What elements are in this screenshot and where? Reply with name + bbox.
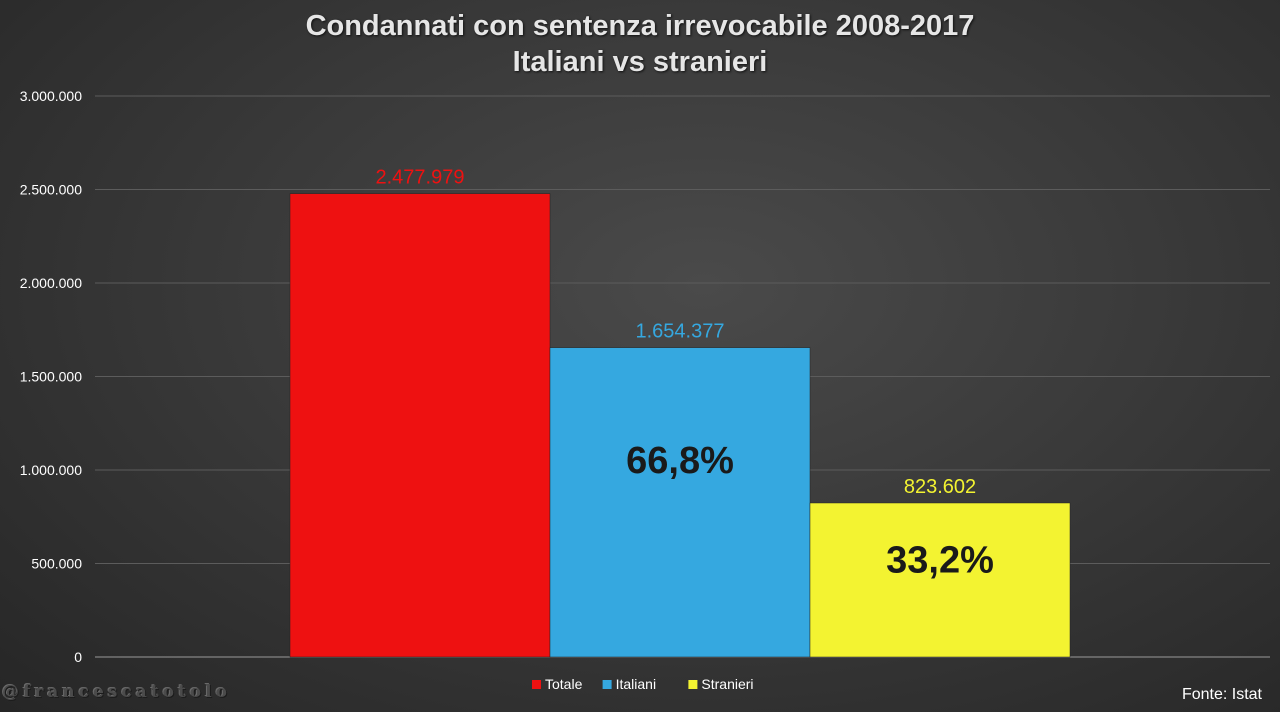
data-label: 2.477.979 [376,167,465,189]
percent-label: 33,2% [886,539,994,581]
legend-label: Stranieri [701,676,753,692]
legend-swatch [688,680,698,689]
bar-italiani [549,347,811,658]
y-tick-label: 1.000.000 [20,462,82,478]
y-tick-label: 0 [74,649,82,665]
data-labels: 2.477.979 1.654.377 66,8% 823.602 33,2% [376,167,994,582]
y-axis: 0 500.000 1.000.000 1.500.000 2.000.000 2.500… [20,88,83,665]
source-note: Fonte: Istat [1181,686,1262,703]
data-label: 823.602 [904,476,976,498]
y-tick-label: 1.500.000 [20,369,82,385]
legend-label: Italiani [616,676,656,692]
percent-label: 66,8% [626,440,734,482]
legend-swatch [602,680,612,689]
legend-swatch [532,680,541,689]
bar-stranieri [809,502,1071,658]
legend: Totale Italiani Stranieri [532,676,754,692]
watermark: @francescatotolo [2,682,231,702]
y-tick-label: 500.000 [31,556,82,572]
y-tick-label: 2.500.000 [20,182,82,198]
bars [289,193,1071,658]
chart-subtitle: Italiani vs stranieri [512,46,768,78]
chart-title-block: Condannati con sentenza irrevocabile 200… [0,8,1280,80]
legend-label: Totale [545,676,583,692]
y-tick-label: 3.000.000 [20,88,82,104]
chart-title: Condannati con sentenza irrevocabile 200… [305,10,975,42]
y-tick-label: 2.000.000 [20,275,82,291]
bar-totale [289,193,551,658]
data-label: 1.654.377 [636,321,725,343]
